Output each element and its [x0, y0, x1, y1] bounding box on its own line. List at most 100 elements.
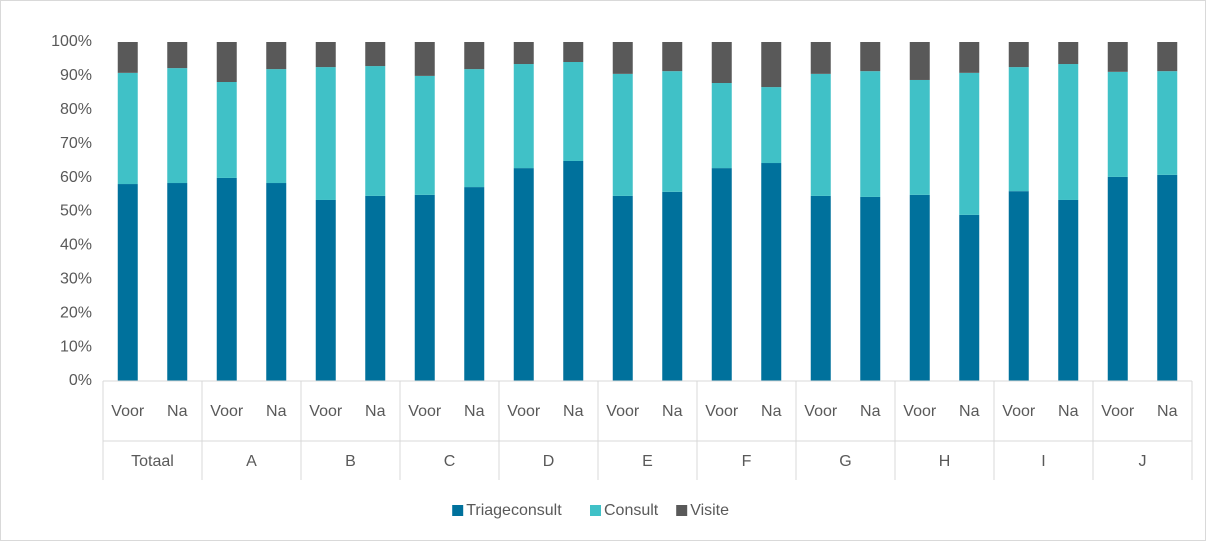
- bar-segment: [1107, 42, 1128, 72]
- legend-swatch: [452, 505, 464, 516]
- y-tick-label: 90%: [60, 67, 92, 84]
- y-tick-label: 40%: [60, 237, 92, 254]
- bar-segment: [563, 62, 584, 161]
- bar-segment: [1157, 174, 1178, 381]
- x-tick-label: Voor: [606, 403, 640, 420]
- bar-segment: [266, 183, 287, 381]
- bar-segment: [315, 199, 336, 381]
- bar-segment: [266, 42, 287, 70]
- bar-segment: [761, 163, 782, 381]
- bar-segment: [909, 79, 930, 195]
- bar-segment: [662, 71, 683, 192]
- group-label: A: [246, 453, 257, 470]
- x-tick-label: Voor: [1101, 403, 1135, 420]
- bar-segment: [563, 160, 584, 381]
- legend-label: Visite: [690, 502, 729, 519]
- bar-segment: [711, 42, 732, 84]
- bar-segment: [761, 42, 782, 88]
- group-label: J: [1139, 453, 1147, 470]
- x-tick-label: Na: [860, 403, 881, 420]
- legend-label: Consult: [604, 502, 659, 519]
- bar-segment: [1058, 42, 1079, 65]
- bar-segment: [860, 71, 881, 197]
- y-tick-label: 30%: [60, 271, 92, 288]
- bar-segment: [662, 42, 683, 72]
- bar-segment: [315, 67, 336, 200]
- bar-segment: [909, 194, 930, 381]
- bar-segment: [909, 42, 930, 80]
- bar-segment: [513, 64, 534, 169]
- group-label: D: [543, 453, 555, 470]
- bar-segment: [365, 66, 386, 196]
- x-tick-label: Na: [266, 403, 287, 420]
- bar-segment: [365, 42, 386, 67]
- bar-segment: [761, 87, 782, 164]
- bar-segment: [1008, 42, 1029, 68]
- legend-label: Triageconsult: [466, 502, 562, 519]
- bar-segment: [167, 183, 188, 381]
- bar-segment: [711, 83, 732, 169]
- group-label: B: [345, 453, 356, 470]
- bar-segment: [1058, 64, 1079, 200]
- bar-segment: [563, 42, 584, 63]
- bar-segment: [315, 42, 336, 68]
- group-label: E: [642, 453, 653, 470]
- x-tick-label: Voor: [408, 403, 442, 420]
- bar-segment: [860, 196, 881, 381]
- bar-segment: [117, 42, 138, 73]
- bar-segment: [216, 42, 237, 83]
- y-tick-label: 80%: [60, 101, 92, 118]
- y-tick-label: 70%: [60, 135, 92, 152]
- bar-segment: [414, 75, 435, 195]
- x-tick-label: Voor: [705, 403, 739, 420]
- y-tick-label: 0%: [69, 372, 92, 389]
- bar-segment: [612, 42, 633, 74]
- bar-segment: [711, 168, 732, 381]
- bar-segment: [117, 72, 138, 185]
- x-tick-label: Na: [761, 403, 782, 420]
- bar-segment: [959, 42, 980, 73]
- bar-segment: [513, 168, 534, 381]
- bar-segment: [860, 42, 881, 72]
- bar-segment: [513, 42, 534, 65]
- bar-segment: [1058, 199, 1079, 381]
- y-tick-label: 10%: [60, 338, 92, 355]
- group-label: F: [742, 453, 752, 470]
- bar-segment: [612, 195, 633, 381]
- bar-segment: [216, 177, 237, 381]
- group-label: I: [1041, 453, 1045, 470]
- bar-segment: [1008, 191, 1029, 381]
- x-tick-label: Voor: [1002, 403, 1036, 420]
- bar-segment: [810, 195, 831, 381]
- x-tick-label: Na: [1157, 403, 1178, 420]
- bar-segment: [959, 72, 980, 215]
- group-label: H: [939, 453, 951, 470]
- y-tick-label: 100%: [51, 33, 92, 50]
- x-tick-label: Na: [662, 403, 683, 420]
- bar-segment: [464, 42, 485, 70]
- bar-segment: [662, 191, 683, 381]
- legend-swatch: [590, 505, 601, 516]
- x-tick-label: Voor: [804, 403, 838, 420]
- bar-segment: [464, 187, 485, 381]
- group-label: Totaal: [131, 453, 174, 470]
- y-tick-label: 60%: [60, 169, 92, 186]
- bar-segment: [414, 194, 435, 381]
- x-tick-label: Na: [563, 403, 584, 420]
- bar-segment: [1107, 71, 1128, 177]
- x-tick-label: Na: [1058, 403, 1079, 420]
- bar-segment: [365, 195, 386, 381]
- bar-segment: [167, 68, 188, 184]
- x-tick-label: Voor: [903, 403, 937, 420]
- bar-segment: [117, 184, 138, 381]
- bar-segment: [959, 214, 980, 381]
- x-tick-label: Voor: [210, 403, 244, 420]
- group-label: C: [444, 453, 456, 470]
- y-tick-label: 50%: [60, 203, 92, 220]
- legend-swatch: [676, 505, 688, 516]
- x-tick-label: Na: [167, 403, 188, 420]
- x-tick-label: Voor: [507, 403, 541, 420]
- bar-segment: [1008, 67, 1029, 192]
